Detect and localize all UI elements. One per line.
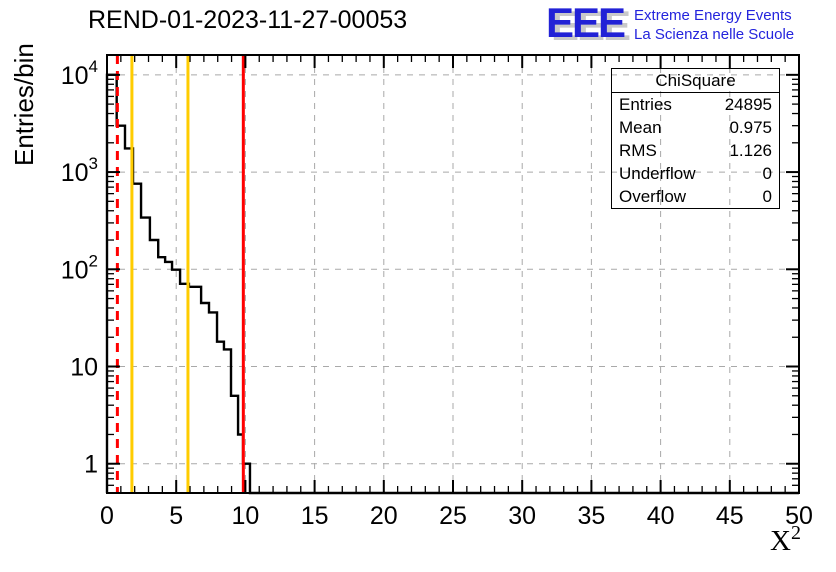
stats-label: Mean bbox=[619, 118, 662, 137]
svg-text:20: 20 bbox=[370, 502, 398, 530]
stats-value: 24895 bbox=[724, 95, 772, 114]
plot-title: REND-01-2023-11-27-00053 bbox=[88, 6, 408, 34]
stats-label: RMS bbox=[619, 141, 657, 160]
stats-row-mean: Mean 0.975 bbox=[612, 116, 779, 139]
y-tick-labels: 1 10 102 103 104 bbox=[61, 57, 98, 479]
stats-value: 1.126 bbox=[729, 141, 772, 160]
stats-value: 0 bbox=[762, 187, 772, 206]
eee-logo: EEE Extreme Energy Events La Scienza nel… bbox=[546, 2, 794, 44]
logo-acronym: EEE bbox=[546, 0, 626, 46]
logo-subtitle-line1: Extreme Energy Events bbox=[634, 7, 792, 24]
svg-text:15: 15 bbox=[301, 502, 329, 530]
stats-value: 0 bbox=[762, 164, 772, 183]
y-axis-title: Entries/bin bbox=[9, 43, 39, 166]
svg-text:103: 103 bbox=[61, 154, 98, 187]
svg-text:35: 35 bbox=[577, 502, 605, 530]
stats-label: Entries bbox=[619, 95, 672, 114]
stats-label: Underflow bbox=[619, 164, 696, 183]
svg-text:5: 5 bbox=[169, 502, 183, 530]
svg-text:25: 25 bbox=[439, 502, 467, 530]
logo-subtitle-line2: La Scienza nelle Scuole bbox=[634, 26, 795, 43]
svg-text:104: 104 bbox=[61, 57, 98, 90]
stats-box: ChiSquare Entries 24895 Mean 0.975 RMS 1… bbox=[611, 68, 780, 209]
x-tick-labels: 0 5 10 15 20 25 30 35 40 45 50 bbox=[100, 502, 813, 530]
svg-text:45: 45 bbox=[716, 502, 744, 530]
stats-box-title: ChiSquare bbox=[612, 69, 779, 93]
x-axis-title: X2 bbox=[770, 522, 801, 557]
stats-row-underflow: Underflow 0 bbox=[612, 162, 779, 185]
stats-row-rms: RMS 1.126 bbox=[612, 139, 779, 162]
axis-ticks bbox=[106, 55, 800, 493]
svg-text:102: 102 bbox=[61, 251, 98, 284]
svg-text:10: 10 bbox=[70, 354, 98, 382]
svg-text:50: 50 bbox=[785, 502, 813, 530]
logo-subtitle: Extreme Energy Events La Scienza nelle S… bbox=[634, 2, 794, 44]
svg-text:0: 0 bbox=[100, 502, 114, 530]
svg-text:40: 40 bbox=[647, 502, 675, 530]
svg-text:1: 1 bbox=[84, 451, 98, 479]
stats-value: 0.975 bbox=[729, 118, 772, 137]
svg-text:10: 10 bbox=[231, 502, 259, 530]
svg-text:30: 30 bbox=[508, 502, 536, 530]
stats-row-overflow: Overflow 0 bbox=[612, 185, 779, 208]
stats-label: Overflow bbox=[619, 187, 687, 206]
stats-row-entries: Entries 24895 bbox=[612, 93, 779, 116]
